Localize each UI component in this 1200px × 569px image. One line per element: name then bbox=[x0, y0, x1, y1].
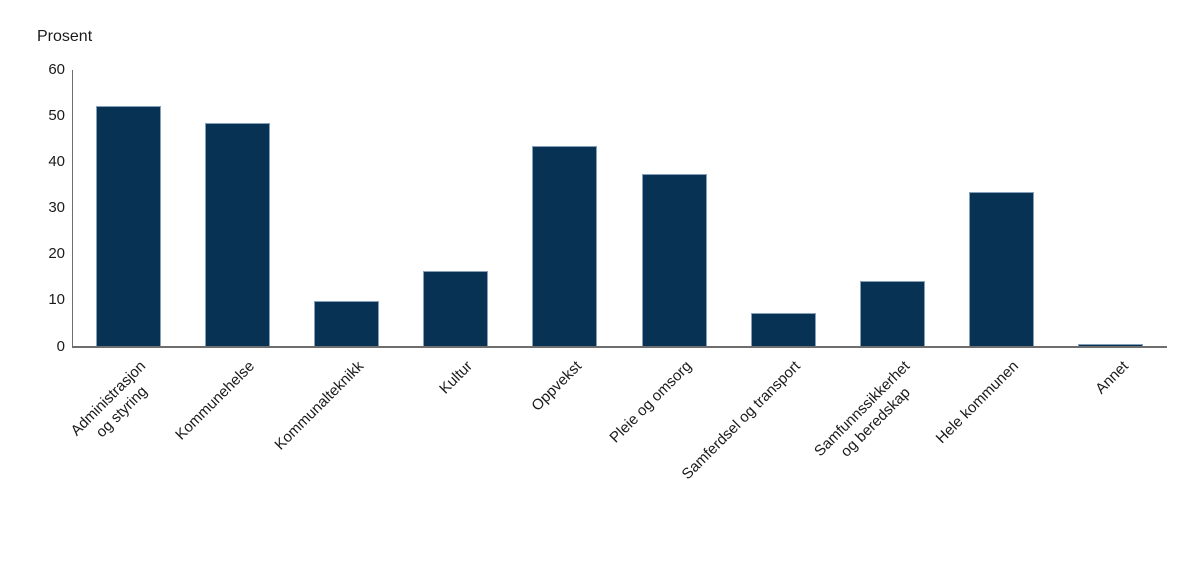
bar bbox=[750, 312, 816, 347]
bar bbox=[532, 145, 598, 347]
x-axis-label: Annet bbox=[1091, 357, 1132, 398]
bar bbox=[1078, 344, 1144, 347]
bar bbox=[423, 270, 489, 347]
x-axis-label: Kultur bbox=[436, 357, 477, 398]
bar bbox=[204, 122, 270, 347]
y-tick-label: 20 bbox=[48, 245, 65, 263]
bar bbox=[313, 301, 379, 347]
x-axis-label: Kommunalteknikk bbox=[271, 357, 368, 454]
x-axis-label: Pleie og omsorg bbox=[606, 357, 695, 447]
y-tick-label: 40 bbox=[48, 153, 65, 171]
x-axis-label: Samfunnssikkerhet og beredskap bbox=[810, 357, 914, 461]
y-tick-label: 30 bbox=[48, 199, 65, 217]
bar bbox=[859, 280, 925, 347]
y-tick-label: 0 bbox=[56, 337, 65, 355]
bar bbox=[641, 173, 707, 347]
x-axis-label: Kommunehelse bbox=[172, 357, 258, 444]
x-axis-label: Administrasjon og styring bbox=[67, 357, 151, 441]
x-axis-label: Oppvekst bbox=[528, 357, 586, 415]
x-axis-label: Samferdsel og transport bbox=[678, 357, 804, 483]
x-axis-label: Hele kommunen bbox=[933, 357, 1023, 447]
bar bbox=[969, 192, 1035, 347]
x-axis-line bbox=[71, 346, 1167, 348]
y-axis-line bbox=[71, 70, 73, 348]
bar bbox=[95, 105, 161, 347]
y-tick-label: 50 bbox=[48, 107, 65, 125]
y-tick-label: 60 bbox=[48, 61, 65, 78]
y-axis-title: Prosent bbox=[37, 28, 93, 45]
y-tick-label: 10 bbox=[48, 291, 65, 309]
